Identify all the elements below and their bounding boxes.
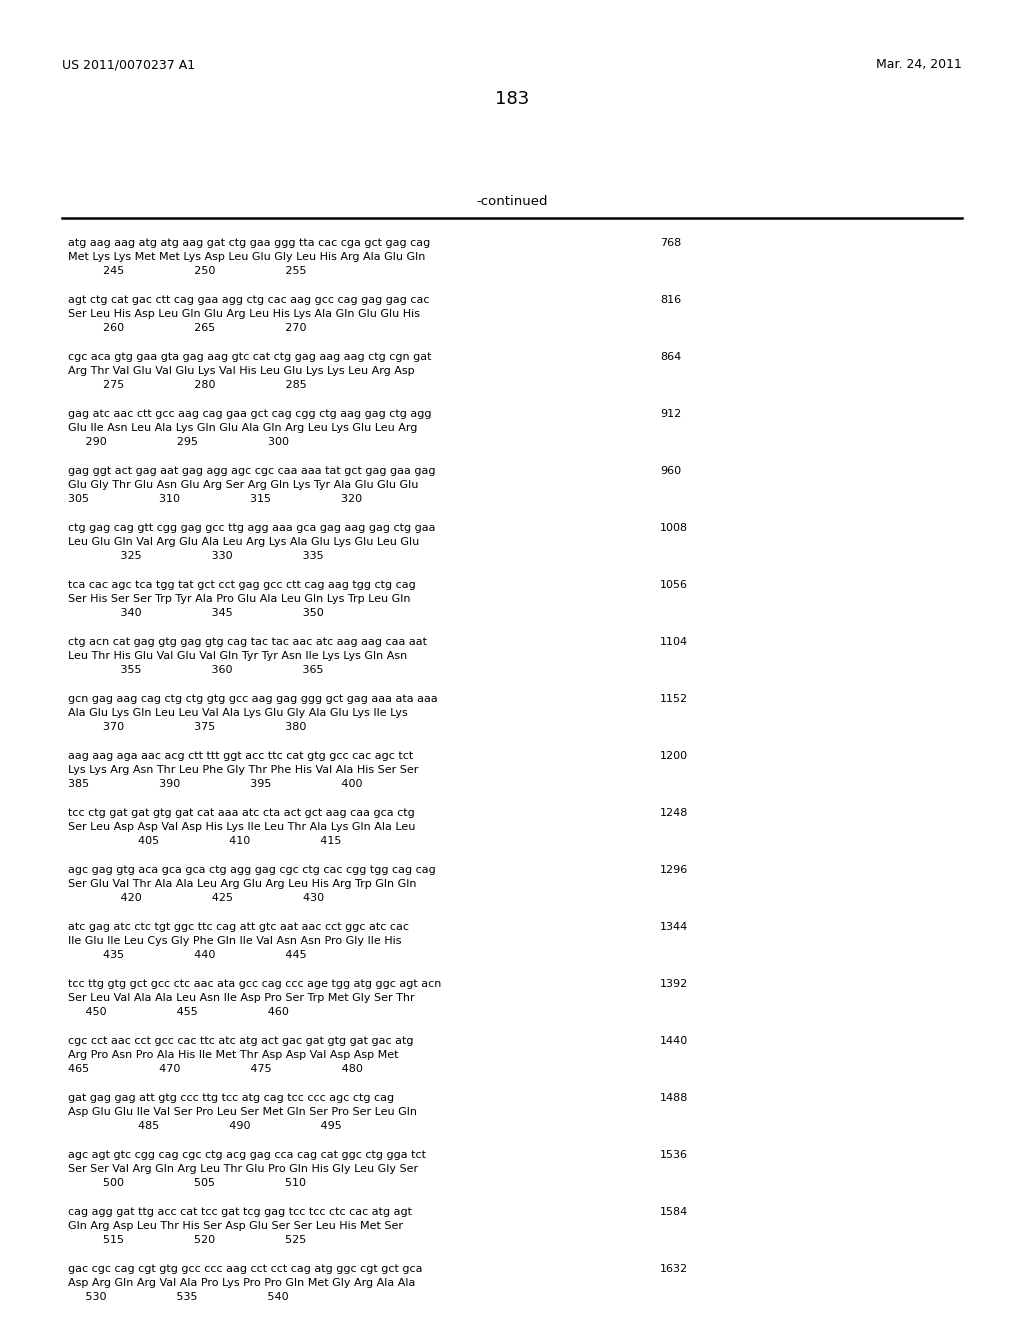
Text: tcc ctg gat gat gtg gat cat aaa atc cta act gct aag caa gca ctg: tcc ctg gat gat gtg gat cat aaa atc cta … bbox=[68, 808, 415, 818]
Text: 912: 912 bbox=[660, 409, 681, 418]
Text: gcn gag aag cag ctg ctg gtg gcc aag gag ggg gct gag aaa ata aaa: gcn gag aag cag ctg ctg gtg gcc aag gag … bbox=[68, 694, 437, 704]
Text: atg aag aag atg atg aag gat ctg gaa ggg tta cac cga gct gag cag: atg aag aag atg atg aag gat ctg gaa ggg … bbox=[68, 238, 430, 248]
Text: Lys Lys Arg Asn Thr Leu Phe Gly Thr Phe His Val Ala His Ser Ser: Lys Lys Arg Asn Thr Leu Phe Gly Thr Phe … bbox=[68, 766, 419, 775]
Text: gag atc aac ctt gcc aag cag gaa gct cag cgg ctg aag gag ctg agg: gag atc aac ctt gcc aag cag gaa gct cag … bbox=[68, 409, 431, 418]
Text: Arg Pro Asn Pro Ala His Ile Met Thr Asp Asp Val Asp Asp Met: Arg Pro Asn Pro Ala His Ile Met Thr Asp … bbox=[68, 1049, 398, 1060]
Text: Ser Ser Val Arg Gln Arg Leu Thr Glu Pro Gln His Gly Leu Gly Ser: Ser Ser Val Arg Gln Arg Leu Thr Glu Pro … bbox=[68, 1164, 418, 1173]
Text: Leu Thr His Glu Val Glu Val Gln Tyr Tyr Asn Ile Lys Lys Gln Asn: Leu Thr His Glu Val Glu Val Gln Tyr Tyr … bbox=[68, 651, 408, 661]
Text: Gln Arg Asp Leu Thr His Ser Asp Glu Ser Ser Leu His Met Ser: Gln Arg Asp Leu Thr His Ser Asp Glu Ser … bbox=[68, 1221, 403, 1232]
Text: 260                    265                    270: 260 265 270 bbox=[68, 323, 306, 333]
Text: Ile Glu Ile Leu Cys Gly Phe Gln Ile Val Asn Asn Pro Gly Ile His: Ile Glu Ile Leu Cys Gly Phe Gln Ile Val … bbox=[68, 936, 401, 946]
Text: Asp Glu Glu Ile Val Ser Pro Leu Ser Met Gln Ser Pro Ser Leu Gln: Asp Glu Glu Ile Val Ser Pro Leu Ser Met … bbox=[68, 1107, 417, 1117]
Text: 1536: 1536 bbox=[660, 1150, 688, 1160]
Text: Ala Glu Lys Gln Leu Leu Val Ala Lys Glu Gly Ala Glu Lys Ile Lys: Ala Glu Lys Gln Leu Leu Val Ala Lys Glu … bbox=[68, 708, 408, 718]
Text: 1632: 1632 bbox=[660, 1265, 688, 1274]
Text: Ser Leu Val Ala Ala Leu Asn Ile Asp Pro Ser Trp Met Gly Ser Thr: Ser Leu Val Ala Ala Leu Asn Ile Asp Pro … bbox=[68, 993, 415, 1003]
Text: gat gag gag att gtg ccc ttg tcc atg cag tcc ccc agc ctg cag: gat gag gag att gtg ccc ttg tcc atg cag … bbox=[68, 1093, 394, 1104]
Text: 960: 960 bbox=[660, 466, 681, 477]
Text: 305                    310                    315                    320: 305 310 315 320 bbox=[68, 494, 362, 504]
Text: 355                    360                    365: 355 360 365 bbox=[68, 665, 324, 675]
Text: cag agg gat ttg acc cat tcc gat tcg gag tcc tcc ctc cac atg agt: cag agg gat ttg acc cat tcc gat tcg gag … bbox=[68, 1206, 412, 1217]
Text: Mar. 24, 2011: Mar. 24, 2011 bbox=[877, 58, 962, 71]
Text: ctg gag cag gtt cgg gag gcc ttg agg aaa gca gag aag gag ctg gaa: ctg gag cag gtt cgg gag gcc ttg agg aaa … bbox=[68, 523, 435, 533]
Text: 530                    535                    540: 530 535 540 bbox=[68, 1292, 289, 1302]
Text: agc gag gtg aca gca gca ctg agg gag cgc ctg cac cgg tgg cag cag: agc gag gtg aca gca gca ctg agg gag cgc … bbox=[68, 865, 436, 875]
Text: US 2011/0070237 A1: US 2011/0070237 A1 bbox=[62, 58, 196, 71]
Text: 864: 864 bbox=[660, 352, 681, 362]
Text: tca cac agc tca tgg tat gct cct gag gcc ctt cag aag tgg ctg cag: tca cac agc tca tgg tat gct cct gag gcc … bbox=[68, 579, 416, 590]
Text: agc agt gtc cgg cag cgc ctg acg gag cca cag cat ggc ctg gga tct: agc agt gtc cgg cag cgc ctg acg gag cca … bbox=[68, 1150, 426, 1160]
Text: 1248: 1248 bbox=[660, 808, 688, 818]
Text: gag ggt act gag aat gag agg agc cgc caa aaa tat gct gag gaa gag: gag ggt act gag aat gag agg agc cgc caa … bbox=[68, 466, 435, 477]
Text: Ser Glu Val Thr Ala Ala Leu Arg Glu Arg Leu His Arg Trp Gln Gln: Ser Glu Val Thr Ala Ala Leu Arg Glu Arg … bbox=[68, 879, 417, 888]
Text: Ser Leu Asp Asp Val Asp His Lys Ile Leu Thr Ala Lys Gln Ala Leu: Ser Leu Asp Asp Val Asp His Lys Ile Leu … bbox=[68, 822, 416, 832]
Text: 816: 816 bbox=[660, 294, 681, 305]
Text: 1584: 1584 bbox=[660, 1206, 688, 1217]
Text: Glu Ile Asn Leu Ala Lys Gln Glu Ala Gln Arg Leu Lys Glu Leu Arg: Glu Ile Asn Leu Ala Lys Gln Glu Ala Gln … bbox=[68, 422, 418, 433]
Text: 420                    425                    430: 420 425 430 bbox=[68, 894, 325, 903]
Text: 1488: 1488 bbox=[660, 1093, 688, 1104]
Text: 1152: 1152 bbox=[660, 694, 688, 704]
Text: Ser Leu His Asp Leu Gln Glu Arg Leu His Lys Ala Gln Glu Glu His: Ser Leu His Asp Leu Gln Glu Arg Leu His … bbox=[68, 309, 420, 319]
Text: 1440: 1440 bbox=[660, 1036, 688, 1045]
Text: atc gag atc ctc tgt ggc ttc cag att gtc aat aac cct ggc atc cac: atc gag atc ctc tgt ggc ttc cag att gtc … bbox=[68, 921, 409, 932]
Text: 245                    250                    255: 245 250 255 bbox=[68, 267, 306, 276]
Text: 1008: 1008 bbox=[660, 523, 688, 533]
Text: 370                    375                    380: 370 375 380 bbox=[68, 722, 306, 733]
Text: 485                    490                    495: 485 490 495 bbox=[68, 1121, 342, 1131]
Text: 1296: 1296 bbox=[660, 865, 688, 875]
Text: 450                    455                    460: 450 455 460 bbox=[68, 1007, 289, 1016]
Text: 1392: 1392 bbox=[660, 979, 688, 989]
Text: aag aag aga aac acg ctt ttt ggt acc ttc cat gtg gcc cac agc tct: aag aag aga aac acg ctt ttt ggt acc ttc … bbox=[68, 751, 414, 762]
Text: 500                    505                    510: 500 505 510 bbox=[68, 1177, 306, 1188]
Text: Glu Gly Thr Glu Asn Glu Arg Ser Arg Gln Lys Tyr Ala Glu Glu Glu: Glu Gly Thr Glu Asn Glu Arg Ser Arg Gln … bbox=[68, 480, 419, 490]
Text: tcc ttg gtg gct gcc ctc aac ata gcc cag ccc age tgg atg ggc agt acn: tcc ttg gtg gct gcc ctc aac ata gcc cag … bbox=[68, 979, 441, 989]
Text: 1056: 1056 bbox=[660, 579, 688, 590]
Text: 183: 183 bbox=[495, 90, 529, 108]
Text: gac cgc cag cgt gtg gcc ccc aag cct cct cag atg ggc cgt gct gca: gac cgc cag cgt gtg gcc ccc aag cct cct … bbox=[68, 1265, 423, 1274]
Text: 515                    520                    525: 515 520 525 bbox=[68, 1236, 306, 1245]
Text: cgc aca gtg gaa gta gag aag gtc cat ctg gag aag aag ctg cgn gat: cgc aca gtg gaa gta gag aag gtc cat ctg … bbox=[68, 352, 431, 362]
Text: Asp Arg Gln Arg Val Ala Pro Lys Pro Pro Gln Met Gly Arg Ala Ala: Asp Arg Gln Arg Val Ala Pro Lys Pro Pro … bbox=[68, 1278, 416, 1288]
Text: 275                    280                    285: 275 280 285 bbox=[68, 380, 307, 389]
Text: 435                    440                    445: 435 440 445 bbox=[68, 950, 306, 960]
Text: 325                    330                    335: 325 330 335 bbox=[68, 550, 324, 561]
Text: 1104: 1104 bbox=[660, 638, 688, 647]
Text: 290                    295                    300: 290 295 300 bbox=[68, 437, 289, 447]
Text: 340                    345                    350: 340 345 350 bbox=[68, 609, 324, 618]
Text: agt ctg cat gac ctt cag gaa agg ctg cac aag gcc cag gag gag cac: agt ctg cat gac ctt cag gaa agg ctg cac … bbox=[68, 294, 429, 305]
Text: Arg Thr Val Glu Val Glu Lys Val His Leu Glu Lys Lys Leu Arg Asp: Arg Thr Val Glu Val Glu Lys Val His Leu … bbox=[68, 366, 415, 376]
Text: -continued: -continued bbox=[476, 195, 548, 209]
Text: 465                    470                    475                    480: 465 470 475 480 bbox=[68, 1064, 362, 1074]
Text: 1200: 1200 bbox=[660, 751, 688, 762]
Text: 1344: 1344 bbox=[660, 921, 688, 932]
Text: 405                    410                    415: 405 410 415 bbox=[68, 836, 341, 846]
Text: Ser His Ser Ser Trp Tyr Ala Pro Glu Ala Leu Gln Lys Trp Leu Gln: Ser His Ser Ser Trp Tyr Ala Pro Glu Ala … bbox=[68, 594, 411, 605]
Text: Met Lys Lys Met Met Lys Asp Leu Glu Gly Leu His Arg Ala Glu Gln: Met Lys Lys Met Met Lys Asp Leu Glu Gly … bbox=[68, 252, 425, 261]
Text: ctg acn cat gag gtg gag gtg cag tac tac aac atc aag aag caa aat: ctg acn cat gag gtg gag gtg cag tac tac … bbox=[68, 638, 427, 647]
Text: Leu Glu Gln Val Arg Glu Ala Leu Arg Lys Ala Glu Lys Glu Leu Glu: Leu Glu Gln Val Arg Glu Ala Leu Arg Lys … bbox=[68, 537, 419, 546]
Text: 768: 768 bbox=[660, 238, 681, 248]
Text: cgc cct aac cct gcc cac ttc atc atg act gac gat gtg gat gac atg: cgc cct aac cct gcc cac ttc atc atg act … bbox=[68, 1036, 414, 1045]
Text: 385                    390                    395                    400: 385 390 395 400 bbox=[68, 779, 362, 789]
